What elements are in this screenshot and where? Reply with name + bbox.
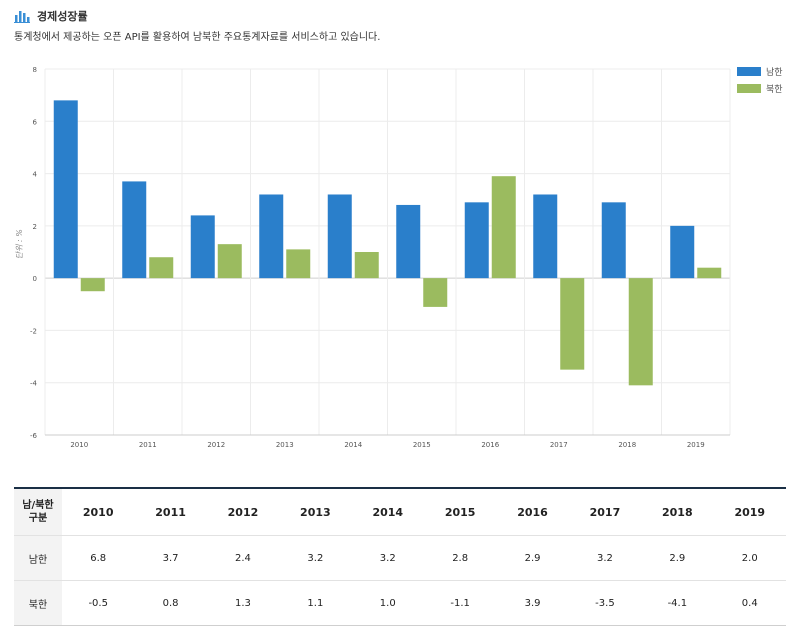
table-cell: 0.8 xyxy=(134,580,207,626)
bar-남한-2019 xyxy=(670,225,695,279)
page-subtitle: 통계청에서 제공하는 오픈 API를 활용하여 남북한 주요통계자료를 서비스하… xyxy=(14,32,381,43)
bar-남한-2017 xyxy=(533,194,558,279)
table-corner-header: 남/북한 구분 xyxy=(14,488,62,536)
table-cell: 6.8 xyxy=(62,535,135,581)
x-tick-label: 2013 xyxy=(276,441,294,449)
table-row: 남한 6.8 3.7 2.4 3.2 3.2 2.8 2.9 3.2 2.9 2.0 xyxy=(14,535,786,581)
table-header-2015: 2015 xyxy=(444,505,476,519)
x-tick-label: 2011 xyxy=(139,441,157,449)
table-cell: 2.4 xyxy=(206,535,280,581)
bar-남한-2014 xyxy=(327,194,352,279)
table-cell: 2.0 xyxy=(713,535,786,581)
y-tick-label: -2 xyxy=(30,327,37,335)
title-row: 경제성장률 xyxy=(14,8,380,24)
legend-swatch-북한 xyxy=(737,84,761,93)
table-header-2010: 2010 xyxy=(82,505,114,519)
table-cell: 1.3 xyxy=(206,580,280,626)
table-body: 남한 6.8 3.7 2.4 3.2 3.2 2.8 2.9 3.2 2.9 2.0 북한 -0.5 0.… xyxy=(14,535,786,626)
table-cell: -1.1 xyxy=(423,580,497,626)
y-axis-label: 단위 : % xyxy=(15,229,24,259)
bar-남한-2016 xyxy=(464,202,489,279)
table-header-2013: 2013 xyxy=(300,505,331,519)
table-header-2018: 2018 xyxy=(662,505,693,519)
x-tick-label: 2015 xyxy=(413,441,431,449)
table-row-label: 남한 xyxy=(14,535,62,581)
bar-남한-2012 xyxy=(190,215,215,279)
table-cell: 3.9 xyxy=(496,580,569,626)
table-header-row: 남/북한 구분 2010 2011 2012 2013 2014 2015 2016 2017… xyxy=(14,488,786,536)
y-tick-label: -6 xyxy=(30,432,38,440)
page-title: 경제성장률 xyxy=(37,10,88,23)
legend-label-남한: 남한 xyxy=(766,67,783,78)
table-cell: 2.9 xyxy=(641,535,714,581)
table-row-label: 북한 xyxy=(14,580,62,626)
bar-남한-2011 xyxy=(122,181,147,279)
y-tick-label: -4 xyxy=(30,380,38,388)
bar-남한-2015 xyxy=(396,204,421,279)
bar-북한-2016 xyxy=(491,176,516,279)
x-tick-label: 2014 xyxy=(344,441,362,449)
table-cell: 2.9 xyxy=(496,535,569,581)
table-cell: 1.1 xyxy=(279,580,352,626)
bar-북한-2011 xyxy=(149,257,174,279)
growth-rate-chart: -6 -4 -2 0 2 4 6 8 2010 2011 2012 2013 2014 2015 2016… xyxy=(15,66,783,449)
y-tick-label: 6 xyxy=(33,118,38,126)
x-tick-label: 2019 xyxy=(687,441,705,449)
table-cell: 0.4 xyxy=(713,580,786,626)
legend-swatch-남한 xyxy=(737,67,761,76)
bar-북한-2017 xyxy=(560,278,585,370)
bar-남한-2013 xyxy=(259,194,284,279)
table-row: 북한 -0.5 0.8 1.3 1.1 1.0 -1.1 3.9 -3.5 -4.1 0.4 xyxy=(14,580,786,626)
table-cell: -4.1 xyxy=(641,580,714,626)
table-cell: -0.5 xyxy=(62,580,135,626)
chart-bars xyxy=(53,100,722,386)
bar-남한-2018 xyxy=(601,202,626,279)
legend-label-북한: 북한 xyxy=(766,84,783,95)
table-header-2019: 2019 xyxy=(734,505,766,519)
y-tick-label: 8 xyxy=(33,66,37,74)
bar-북한-2013 xyxy=(286,249,311,279)
bar-북한-2015 xyxy=(423,278,448,307)
bar-북한-2018 xyxy=(628,278,653,386)
table-cell: 3.2 xyxy=(351,535,424,581)
bar-북한-2010 xyxy=(80,278,105,292)
table-header-2011: 2011 xyxy=(155,505,186,519)
table-cell: -3.5 xyxy=(568,580,642,626)
table-header-2016: 2016 xyxy=(517,505,548,519)
table-header-2017: 2017 xyxy=(589,505,621,519)
chart-grid xyxy=(44,68,731,436)
table-cell: 3.7 xyxy=(134,535,207,581)
table-cell: 3.2 xyxy=(279,535,352,581)
y-axis-ticks: -6 -4 -2 0 2 4 6 8 xyxy=(30,66,38,440)
x-tick-label: 2017 xyxy=(550,441,568,449)
bar-북한-2019 xyxy=(697,267,722,279)
bar-남한-2010 xyxy=(53,100,78,279)
y-tick-label: 4 xyxy=(33,171,38,179)
corner-label-2: 구분 xyxy=(28,513,48,524)
table-cell: 2.8 xyxy=(423,535,497,581)
table-header-2012: 2012 xyxy=(227,505,259,519)
y-tick-label: 2 xyxy=(33,223,37,231)
x-tick-label: 2016 xyxy=(481,441,499,449)
x-tick-label: 2018 xyxy=(618,441,636,449)
header: 경제성장률 통계청에서 제공하는 오픈 API를 활용하여 남북한 주요통계자료… xyxy=(14,8,380,43)
x-tick-label: 2012 xyxy=(207,441,225,449)
bar-chart-icon xyxy=(14,11,30,23)
table-cell: 3.2 xyxy=(568,535,642,581)
x-axis-ticks: 2010 2011 2012 2013 2014 2015 2016 2017 2018 2019 xyxy=(70,441,704,449)
bar-북한-2014 xyxy=(354,252,379,279)
bar-북한-2012 xyxy=(217,244,242,279)
table-cell: 1.0 xyxy=(351,580,424,626)
table-header-2014: 2014 xyxy=(372,505,404,519)
data-table: 남/북한 구분 2010 2011 2012 2013 2014 2015 2016 2017… xyxy=(14,487,786,626)
corner-label-1: 남/북한 xyxy=(22,500,54,511)
y-tick-label: 0 xyxy=(33,275,37,283)
x-tick-label: 2010 xyxy=(70,441,88,449)
